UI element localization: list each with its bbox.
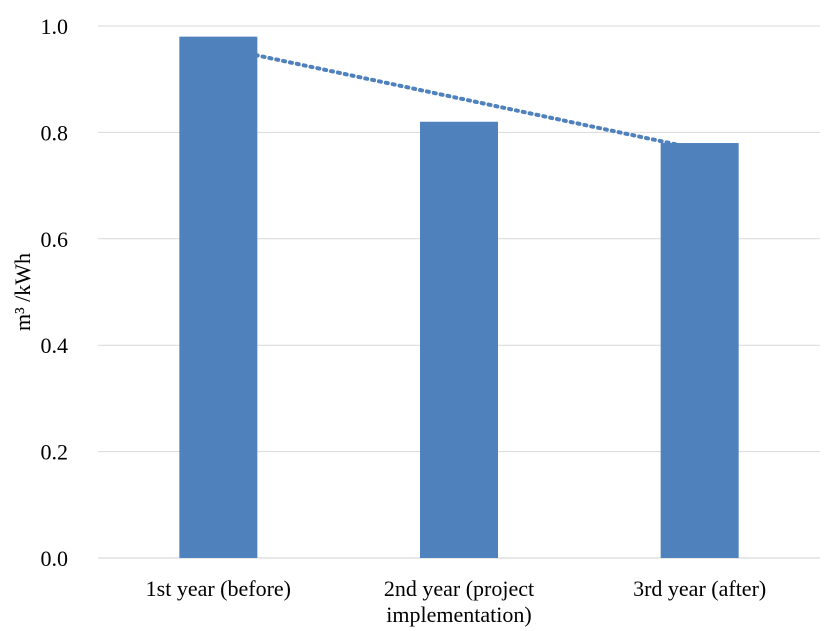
x-tick-label-line: 3rd year (after) — [633, 576, 766, 601]
y-axis-title: m³ /kWh — [10, 253, 35, 331]
bar — [420, 121, 498, 558]
y-tick-label: 0.4 — [41, 333, 69, 358]
y-tick-label: 1.0 — [41, 14, 69, 39]
x-tick-label: 1st year (before) — [146, 576, 291, 601]
trendline — [226, 47, 694, 150]
x-tick-label-line: 1st year (before) — [146, 576, 291, 601]
y-tick-labels: 0.0 0.2 0.4 0.6 0.8 1.0 — [41, 14, 69, 571]
y-tick-label: 0.8 — [41, 120, 69, 145]
y-tick-label: 0.6 — [41, 227, 69, 252]
bars — [179, 36, 739, 559]
x-tick-label: 2nd year (project implementation) — [384, 576, 534, 627]
y-tick-label: 0.0 — [41, 546, 69, 571]
y-tick-label: 0.2 — [41, 440, 69, 465]
x-tick-label-line: implementation) — [386, 602, 531, 627]
bar — [660, 143, 739, 559]
x-tick-label-line: 2nd year (project — [384, 576, 534, 601]
bar — [179, 36, 258, 558]
trendline-path — [226, 47, 694, 150]
x-tick-labels: 1st year (before) 2nd year (project implem… — [146, 576, 767, 627]
x-tick-label: 3rd year (after) — [633, 576, 766, 601]
